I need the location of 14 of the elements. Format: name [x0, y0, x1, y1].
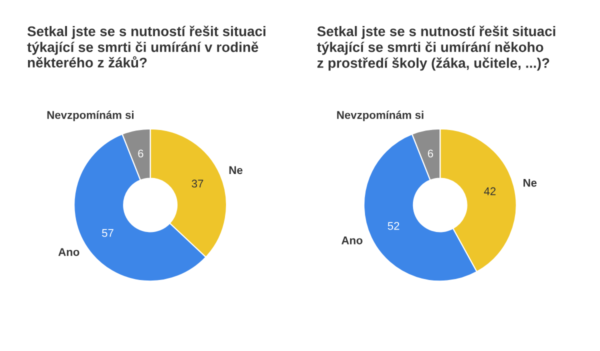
slice-label: Ne [524, 178, 537, 187]
data-label: 52 [388, 222, 400, 230]
chart-title: Setkal jste se s nutností řešit situaci týkající se smrti či umírání někoho z prostředí školy (žáka, učitele, ...)? [317, 26, 556, 71]
data-label: 37 [192, 180, 204, 188]
slice-label: Ne [229, 166, 242, 174]
data-label: 6 [138, 150, 144, 158]
slice-label: Nevzpomínám si [337, 110, 424, 122]
data-label: 57 [102, 229, 114, 237]
slice-label: Ano [58, 248, 80, 256]
data-label: 6 [428, 150, 434, 158]
chart-title: Setkal jste se s nutností řešit situaci týkající se smrti či umírání v rodině některého z žáků? [27, 26, 266, 68]
data-label: 42 [484, 187, 496, 196]
slice-label: Nevzpomínám si [47, 110, 134, 122]
slice-label: Ano [342, 236, 362, 244]
